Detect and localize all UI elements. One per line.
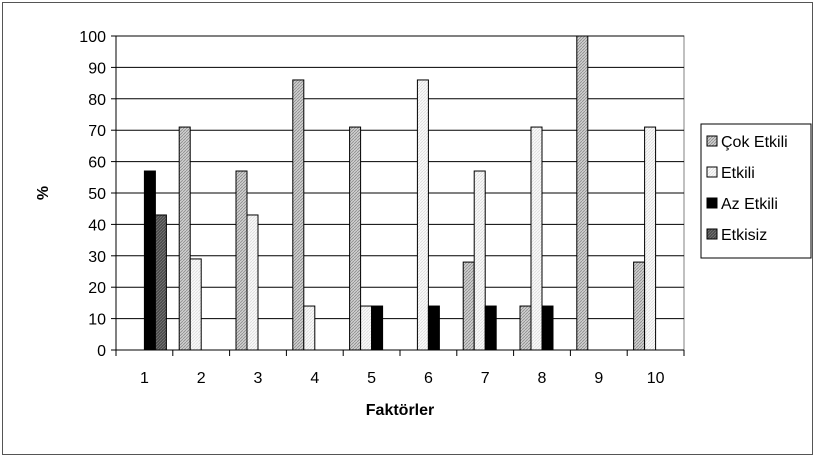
y-tick-label: 40: [88, 217, 106, 234]
bar: [541, 305, 554, 351]
legend-swatch: [706, 228, 718, 240]
bar: [530, 126, 543, 351]
x-tick-label: 2: [197, 370, 206, 387]
bar: [644, 126, 657, 351]
legend-label: Etkisiz: [721, 227, 767, 244]
bar: [189, 258, 202, 351]
x-axis-title: Faktörler: [366, 402, 434, 419]
y-tick-label: 70: [88, 123, 106, 140]
legend-swatch: [706, 166, 718, 178]
y-tick-label: 10: [88, 312, 106, 329]
bar: [633, 261, 646, 351]
y-tick-label: 50: [88, 186, 106, 203]
x-tick-label: 6: [424, 370, 433, 387]
x-tick-label: 7: [481, 370, 490, 387]
x-tick-label: 9: [594, 370, 603, 387]
bar: [576, 35, 589, 351]
y-tick-label: 80: [88, 92, 106, 109]
legend-swatch: [706, 197, 718, 209]
bar: [178, 126, 191, 351]
y-tick-label: 60: [88, 155, 106, 172]
y-tick-label: 90: [88, 60, 106, 77]
legend-label: Çok Etkili: [721, 134, 788, 151]
y-axis-title: %: [35, 186, 52, 200]
x-tick-label: 10: [647, 370, 665, 387]
legend: Çok Etkili Etkili Az Etkili Etkisiz: [700, 123, 812, 259]
bar: [371, 305, 384, 351]
axes: [111, 35, 685, 356]
legend-box: [700, 123, 812, 259]
x-tick-label: 5: [367, 370, 376, 387]
bar: [427, 305, 440, 351]
legend-label: Etkili: [721, 165, 755, 182]
legend-swatch: [706, 135, 718, 147]
bar: [360, 305, 373, 351]
bar: [462, 261, 475, 351]
bar: [519, 305, 532, 351]
bar: [349, 126, 362, 351]
bar: [235, 170, 248, 351]
bar: [484, 305, 497, 351]
x-tick-label: 1: [140, 370, 149, 387]
x-tick-label: 8: [538, 370, 547, 387]
x-tick-label: 3: [254, 370, 263, 387]
y-tick-label: 100: [79, 29, 106, 46]
y-tick-label: 30: [88, 249, 106, 266]
chart-frame: [2, 2, 813, 455]
bar: [473, 170, 486, 351]
bar: [246, 214, 259, 351]
legend-label: Az Etkili: [721, 196, 778, 213]
bar: [143, 170, 156, 351]
bar: [416, 79, 429, 351]
y-tick-label: 20: [88, 280, 106, 297]
bar: [303, 305, 316, 351]
bar: [154, 214, 167, 351]
x-tick-label: 4: [310, 370, 319, 387]
y-tick-label: 0: [97, 343, 106, 360]
bar: [292, 79, 305, 351]
tick-labels: 0 10 20 30 40 50 60 70 80 90 100 1 2 3 4 5 6 7 8 9 10: [79, 29, 664, 387]
